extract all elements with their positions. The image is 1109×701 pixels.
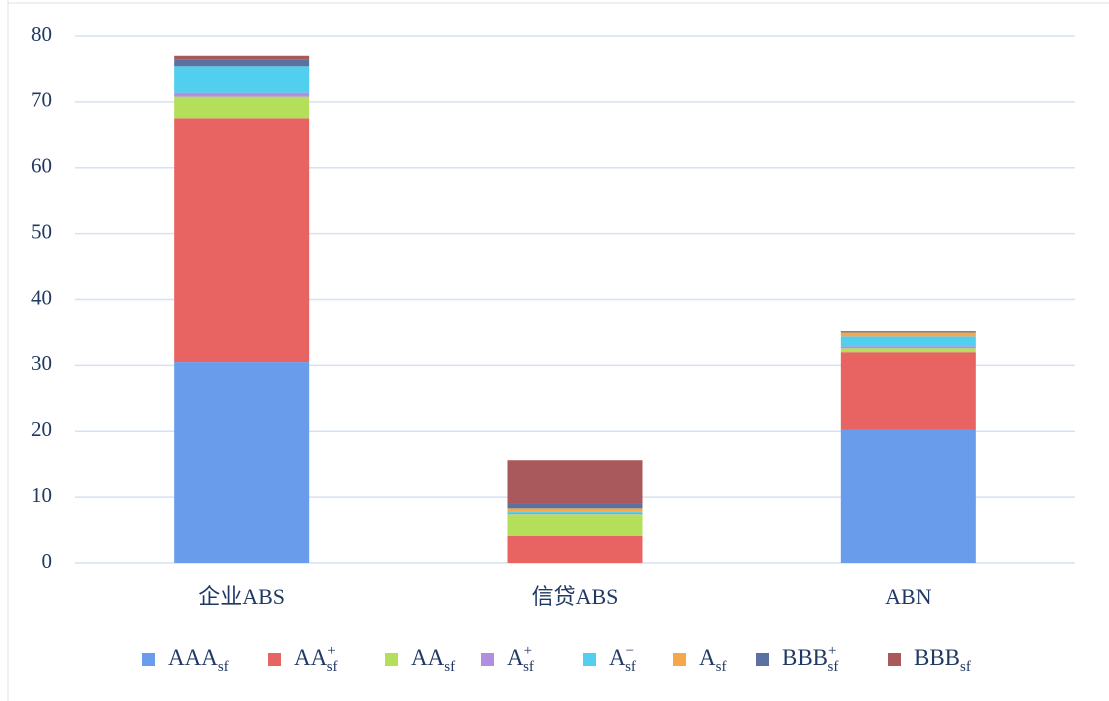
bar-segment: [507, 514, 643, 536]
bar-segment: [507, 512, 643, 515]
legend-label: BBB+ sf: [782, 643, 838, 675]
x-tick-label: 企业ABS: [198, 584, 285, 609]
legend-name: A: [507, 645, 524, 670]
legend-sub: sf: [960, 659, 971, 675]
y-tick-label: 70: [31, 88, 52, 112]
legend-sup: −: [626, 643, 634, 659]
legend-label: AAAsf: [168, 645, 229, 675]
legend-sub: sf: [828, 659, 839, 675]
bar-segment: [840, 348, 976, 353]
bar-segment: [840, 352, 976, 430]
legend-name: AAA: [168, 645, 218, 670]
legend-swatch: [142, 653, 155, 666]
legend-name: BBB: [914, 645, 960, 670]
bar-segment: [840, 336, 976, 347]
bar-segment: [507, 535, 643, 563]
legend-label: Asf: [699, 645, 726, 675]
bar-segment: [840, 346, 976, 349]
bar-segment: [507, 503, 643, 509]
bar-segment: [840, 331, 976, 333]
legend-sub: sf: [625, 659, 636, 675]
legend-label: AA+ sf: [294, 643, 338, 675]
legend-label: A+ sf: [507, 643, 534, 675]
legend-sup: +: [524, 643, 532, 659]
bar-segment: [174, 96, 310, 119]
y-tick-label: 0: [42, 549, 53, 573]
bar-segment: [840, 332, 976, 337]
bar-segment: [507, 511, 643, 513]
y-tick-label: 30: [31, 351, 52, 375]
legend-sup: +: [327, 643, 335, 659]
legend-swatch: [583, 653, 596, 666]
bar-segment: [174, 92, 310, 97]
bar-segment: [174, 59, 310, 67]
y-tick-label: 10: [31, 483, 52, 507]
legend-name: AA: [294, 645, 328, 670]
bar-segment: [840, 429, 976, 563]
bar-segment: [174, 362, 310, 563]
legend-swatch: [481, 653, 494, 666]
bar-segment: [174, 118, 310, 363]
legend-label: AAsf: [411, 645, 455, 675]
x-tick-label: ABN: [885, 584, 932, 609]
legend-name: BBB: [782, 645, 828, 670]
legend-swatch: [385, 653, 398, 666]
legend-swatch: [268, 653, 281, 666]
legend-label: A− sf: [609, 643, 636, 675]
legend-sub: sf: [716, 659, 727, 675]
legend-swatch: [673, 653, 686, 666]
y-tick-label: 60: [31, 154, 52, 178]
bar-segment: [174, 66, 310, 93]
legend-name: A: [699, 645, 716, 670]
y-tick-label: 20: [31, 417, 52, 441]
legend-name: AA: [411, 645, 445, 670]
legend-swatch: [888, 653, 901, 666]
legend-sub: sf: [327, 659, 338, 675]
bar-segment: [174, 55, 310, 60]
legend-swatch: [756, 653, 769, 666]
y-tick-label: 80: [31, 22, 52, 46]
y-tick-label: 50: [31, 219, 52, 243]
bar-segment: [507, 508, 643, 512]
legend-sub: sf: [444, 659, 455, 675]
x-tick-label: 信贷ABS: [532, 584, 619, 609]
legend-sub: sf: [523, 659, 534, 675]
legend-name: A: [609, 645, 626, 670]
legend-sub: sf: [218, 659, 229, 675]
y-tick-label: 40: [31, 285, 52, 309]
legend-sup: +: [828, 643, 836, 659]
legend-label: BBBsf: [914, 645, 971, 675]
bar-segment: [507, 460, 643, 504]
